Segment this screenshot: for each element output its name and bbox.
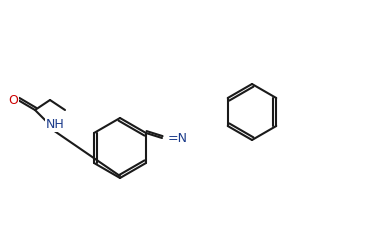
Text: NH: NH bbox=[46, 118, 64, 132]
Text: =N: =N bbox=[168, 132, 188, 145]
Text: O: O bbox=[8, 94, 18, 106]
